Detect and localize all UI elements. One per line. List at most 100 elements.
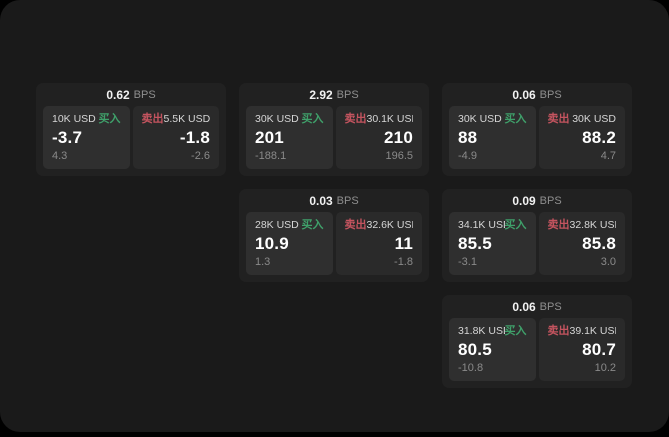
buy-button[interactable]: 买入 [504, 325, 527, 337]
sell-button[interactable]: 卖出 [141, 113, 164, 125]
buy-panel[interactable]: 28K USD 买入 10.9 1.3 [246, 212, 333, 275]
sell-delta: -2.6 [191, 150, 210, 162]
buy-price: 88 [458, 128, 478, 147]
sell-amount: 5.5K USD [163, 113, 211, 125]
sell-panel-top: 卖出 32.6K USD [345, 219, 414, 231]
bps-header: 0.03 BPS [239, 189, 429, 212]
buy-button[interactable]: 买入 [504, 113, 527, 125]
sell-button[interactable]: 卖出 [547, 219, 570, 231]
sell-button[interactable]: 卖出 [547, 325, 570, 337]
buy-button[interactable]: 买入 [301, 113, 324, 125]
sell-price: 210 [384, 128, 413, 147]
bps-value: 0.03 [309, 193, 333, 208]
buy-amount: 30K USD [255, 113, 299, 125]
sell-price: -1.8 [179, 128, 210, 147]
sell-panel[interactable]: 卖出 32.6K USD 11 -1.8 [335, 212, 422, 275]
buy-amount: 30K USD [458, 113, 502, 125]
bps-value: 0.09 [512, 193, 536, 208]
buy-panel-top: 31.8K USD 买入 [458, 325, 527, 337]
buy-delta: -10.8 [458, 362, 484, 374]
bps-header: 0.06 BPS [442, 295, 632, 318]
buy-delta: -3.1 [458, 256, 477, 268]
sell-button[interactable]: 卖出 [344, 113, 367, 125]
sell-delta: -1.8 [394, 256, 413, 268]
buy-panel-top: 30K USD 买入 [255, 113, 324, 125]
quote-panels: 28K USD 买入 10.9 1.3 卖出 32.6K USD 11 -1.8 [239, 212, 429, 282]
quote-card: 2.92 BPS 30K USD 买入 201 -188.1 卖出 30.1K … [239, 83, 429, 176]
sell-panel[interactable]: 卖出 39.1K USD 80.7 10.2 [538, 318, 625, 381]
sell-button[interactable]: 卖出 [547, 113, 570, 125]
sell-amount: 32.8K USD [569, 219, 617, 231]
bps-unit-label: BPS [539, 88, 562, 101]
buy-delta: -4.9 [458, 150, 477, 162]
quote-panels: 31.8K USD 买入 80.5 -10.8 卖出 39.1K USD 80.… [442, 318, 632, 388]
sell-panel[interactable]: 卖出 32.8K USD 85.8 3.0 [538, 212, 625, 275]
sell-panel[interactable]: 卖出 30K USD 88.2 4.7 [538, 106, 625, 169]
sell-panel-top: 卖出 30.1K USD [345, 113, 414, 125]
bps-unit-label: BPS [336, 194, 359, 207]
buy-price: -3.7 [52, 128, 83, 147]
quote-card: 0.03 BPS 28K USD 买入 10.9 1.3 卖出 32.6K US… [239, 189, 429, 282]
buy-panel-top: 34.1K USD 买入 [458, 219, 527, 231]
quote-panels: 10K USD 买入 -3.7 4.3 卖出 5.5K USD -1.8 -2.… [36, 106, 226, 176]
bps-value: 0.62 [106, 87, 130, 102]
buy-panel-top: 28K USD 买入 [255, 219, 324, 231]
buy-amount: 28K USD [255, 219, 299, 231]
sell-price: 88.2 [582, 128, 616, 147]
sell-amount: 39.1K USD [569, 325, 617, 337]
sell-price: 11 [394, 234, 413, 253]
sell-delta: 3.0 [600, 256, 616, 268]
sell-delta: 4.7 [600, 150, 616, 162]
buy-panel[interactable]: 34.1K USD 买入 85.5 -3.1 [449, 212, 536, 275]
buy-button[interactable]: 买入 [504, 219, 527, 231]
quote-cards-grid: 0.62 BPS 10K USD 买入 -3.7 4.3 卖出 5.5K USD… [36, 83, 632, 388]
quote-panels: 30K USD 买入 88 -4.9 卖出 30K USD 88.2 4.7 [442, 106, 632, 176]
bps-unit-label: BPS [133, 88, 156, 101]
sell-panel-top: 卖出 5.5K USD [142, 113, 211, 125]
buy-panel[interactable]: 30K USD 买入 201 -188.1 [246, 106, 333, 169]
buy-panel-top: 10K USD 买入 [52, 113, 121, 125]
buy-delta: 4.3 [52, 150, 68, 162]
buy-amount: 34.1K USD [458, 219, 505, 231]
bps-unit-label: BPS [539, 300, 562, 313]
sell-panel[interactable]: 卖出 5.5K USD -1.8 -2.6 [132, 106, 219, 169]
buy-amount: 10K USD [52, 113, 96, 125]
buy-delta: 1.3 [255, 256, 271, 268]
bps-header: 0.06 BPS [442, 83, 632, 106]
sell-panel-top: 卖出 39.1K USD [548, 325, 617, 337]
sell-amount: 30K USD [572, 113, 616, 125]
bps-header: 2.92 BPS [239, 83, 429, 106]
buy-price: 85.5 [458, 234, 492, 253]
bps-unit-label: BPS [336, 88, 359, 101]
buy-delta: -188.1 [255, 150, 287, 162]
quote-card: 0.06 BPS 30K USD 买入 88 -4.9 卖出 30K USD 8… [442, 83, 632, 176]
sell-panel-top: 卖出 30K USD [548, 113, 617, 125]
sell-delta: 10.2 [594, 362, 616, 374]
sell-price: 80.7 [582, 340, 616, 359]
bps-header: 0.62 BPS [36, 83, 226, 106]
buy-price: 10.9 [255, 234, 289, 253]
quote-card: 0.06 BPS 31.8K USD 买入 80.5 -10.8 卖出 39.1… [442, 295, 632, 388]
bps-header: 0.09 BPS [442, 189, 632, 212]
buy-button[interactable]: 买入 [301, 219, 324, 231]
buy-panel[interactable]: 10K USD 买入 -3.7 4.3 [43, 106, 130, 169]
buy-panel[interactable]: 30K USD 买入 88 -4.9 [449, 106, 536, 169]
bps-value: 0.06 [512, 299, 536, 314]
buy-button[interactable]: 买入 [98, 113, 121, 125]
buy-panel[interactable]: 31.8K USD 买入 80.5 -10.8 [449, 318, 536, 381]
sell-amount: 30.1K USD [366, 113, 414, 125]
sell-price: 85.8 [582, 234, 616, 253]
bps-value: 2.92 [309, 87, 333, 102]
buy-panel-top: 30K USD 买入 [458, 113, 527, 125]
quote-card: 0.09 BPS 34.1K USD 买入 85.5 -3.1 卖出 32.8K… [442, 189, 632, 282]
sell-amount: 32.6K USD [366, 219, 414, 231]
quote-card: 0.62 BPS 10K USD 买入 -3.7 4.3 卖出 5.5K USD… [36, 83, 226, 176]
sell-button[interactable]: 卖出 [344, 219, 367, 231]
buy-price: 80.5 [458, 340, 492, 359]
sell-panel[interactable]: 卖出 30.1K USD 210 196.5 [335, 106, 422, 169]
buy-price: 201 [255, 128, 284, 147]
sell-panel-top: 卖出 32.8K USD [548, 219, 617, 231]
quote-panels: 34.1K USD 买入 85.5 -3.1 卖出 32.8K USD 85.8… [442, 212, 632, 282]
quote-panels: 30K USD 买入 201 -188.1 卖出 30.1K USD 210 1… [239, 106, 429, 176]
